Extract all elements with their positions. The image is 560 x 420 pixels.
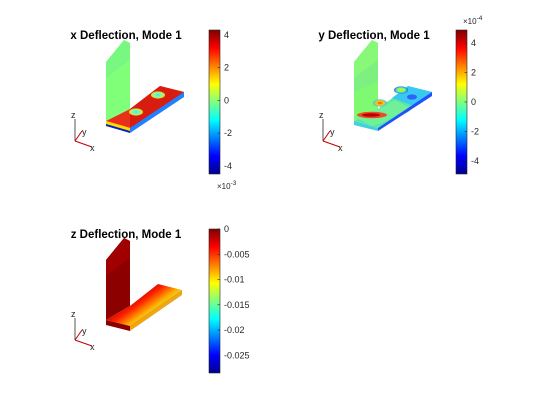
bolt-hole [129,108,143,116]
base-front-left [106,320,130,331]
base-front [130,290,182,331]
colorbar-tick-label: 0 [224,224,229,234]
stress-spot [394,86,408,94]
triad-x-label: x [90,342,95,352]
bracket-3d-surface [354,40,432,131]
triad-x-label: x [338,143,343,153]
wall-face-tint [354,82,378,121]
base-top-shade [130,86,184,128]
bolt-hole [151,91,165,99]
colorbar-tick-label: -0.015 [224,300,250,310]
base-front-low2 [106,124,130,133]
colorbar-tick-label: -2 [224,128,232,138]
colorbar-tick-label: -0.01 [224,275,245,285]
chart-title: x Deflection, Mode 1 [70,30,182,42]
wall-top [106,238,130,276]
panel-z-deflection: z Deflection, Mode 1 y x z 0 -0.005 -0.01 -… [71,224,250,374]
stress-spot [373,99,387,107]
bracket-3d-surface [106,40,184,133]
colorbar-tick-label: -4 [471,156,479,166]
chart-title: y Deflection, Mode 1 [318,30,430,42]
wall-top [106,40,130,78]
bracket-3d-surface [106,238,182,331]
colorbar-multiplier: ×10-4 [463,15,483,26]
colorbar: 4 2 0 -2 -4 [208,29,232,175]
panel-y-deflection: y Deflection, Mode 1 y x z 4 2 0 -2 -4 [318,15,483,175]
triad-y-axis [74,130,83,142]
stress-band-core [362,113,380,117]
panel-x-deflection: x Deflection, Mode 1 y x z 4 2 0 -2 -4 ×10-3 [70,29,237,191]
triad-z-label: z [71,110,76,120]
colorbar-multiplier: ×10-3 [217,180,237,191]
triad-x-axis [74,140,93,148]
colorbar-tick-label: 2 [471,68,476,78]
colorbar-tick-label: 4 [471,38,476,48]
triad-y-axis [322,130,331,142]
triad-x-axis [322,140,341,148]
triad-x-axis [74,339,93,347]
chart-title: z Deflection, Mode 1 [71,229,182,241]
base-front-low [378,92,432,131]
colorbar-tick-label: -0.02 [224,325,245,335]
axis-triad: y x z [71,110,95,153]
colorbar-tick-label: 4 [224,30,229,40]
triad-y-label: y [82,326,87,336]
colorbar-gradient [208,29,221,175]
colorbar-tick-label: -4 [224,161,232,171]
triad-y-axis [74,329,83,341]
triad-y-label: y [82,127,87,137]
base-top [106,284,182,326]
colorbar-tick-label: 0 [471,97,476,107]
axis-triad: y x z [71,309,95,352]
base-front [354,121,378,131]
colorbar: 4 2 0 -2 -4 [455,29,479,175]
triad-x-label: x [90,143,95,153]
axis-triad: y x z [319,110,343,153]
colorbar-tick-label: 0 [224,95,229,105]
wall-top [354,40,378,78]
triad-z-label: z [71,309,76,319]
stress-spot [407,94,417,100]
colorbar-tick-label: -0.005 [224,249,250,259]
colorbar-tick-label: -0.025 [224,350,250,360]
colorbar-gradient [208,228,221,374]
colorbar-tick-label: -2 [471,126,479,136]
triad-y-label: y [330,127,335,137]
base-front-low [130,92,184,133]
triad-z-label: z [319,110,324,120]
colorbar-tick-label: 2 [224,63,229,73]
colorbar: 0 -0.005 -0.01 -0.015 -0.02 -0.025 [208,224,250,374]
